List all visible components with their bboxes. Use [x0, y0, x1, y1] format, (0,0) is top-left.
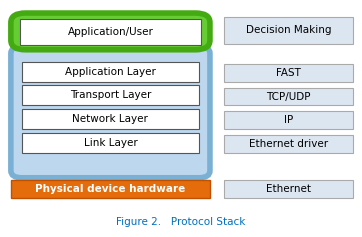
Bar	[224, 111, 353, 129]
Text: Transport Layer: Transport Layer	[70, 90, 151, 100]
Text: Network Layer: Network Layer	[72, 114, 148, 124]
Text: Figure 2.   Protocol Stack: Figure 2. Protocol Stack	[116, 217, 246, 227]
Bar	[224, 64, 353, 82]
Text: Physical device hardware: Physical device hardware	[35, 184, 186, 194]
Text: FAST: FAST	[276, 68, 301, 78]
Text: Ethernet driver: Ethernet driver	[249, 139, 328, 149]
Text: Application/User: Application/User	[67, 27, 153, 37]
Bar	[224, 135, 353, 153]
FancyBboxPatch shape	[11, 46, 210, 178]
Text: Ethernet: Ethernet	[266, 184, 311, 194]
Bar	[22, 133, 199, 153]
Bar	[22, 62, 199, 82]
Text: Decision Making: Decision Making	[246, 25, 332, 35]
Bar	[224, 180, 353, 198]
FancyBboxPatch shape	[11, 13, 210, 50]
Bar	[20, 19, 201, 45]
Text: Link Layer: Link Layer	[84, 138, 137, 148]
Bar	[224, 88, 353, 105]
Text: Application Layer: Application Layer	[65, 67, 156, 77]
Bar	[224, 17, 353, 44]
Text: TCP/UDP: TCP/UDP	[266, 91, 311, 102]
Bar	[22, 109, 199, 129]
Text: IP: IP	[284, 115, 293, 125]
Bar	[22, 85, 199, 105]
Bar	[11, 180, 210, 198]
